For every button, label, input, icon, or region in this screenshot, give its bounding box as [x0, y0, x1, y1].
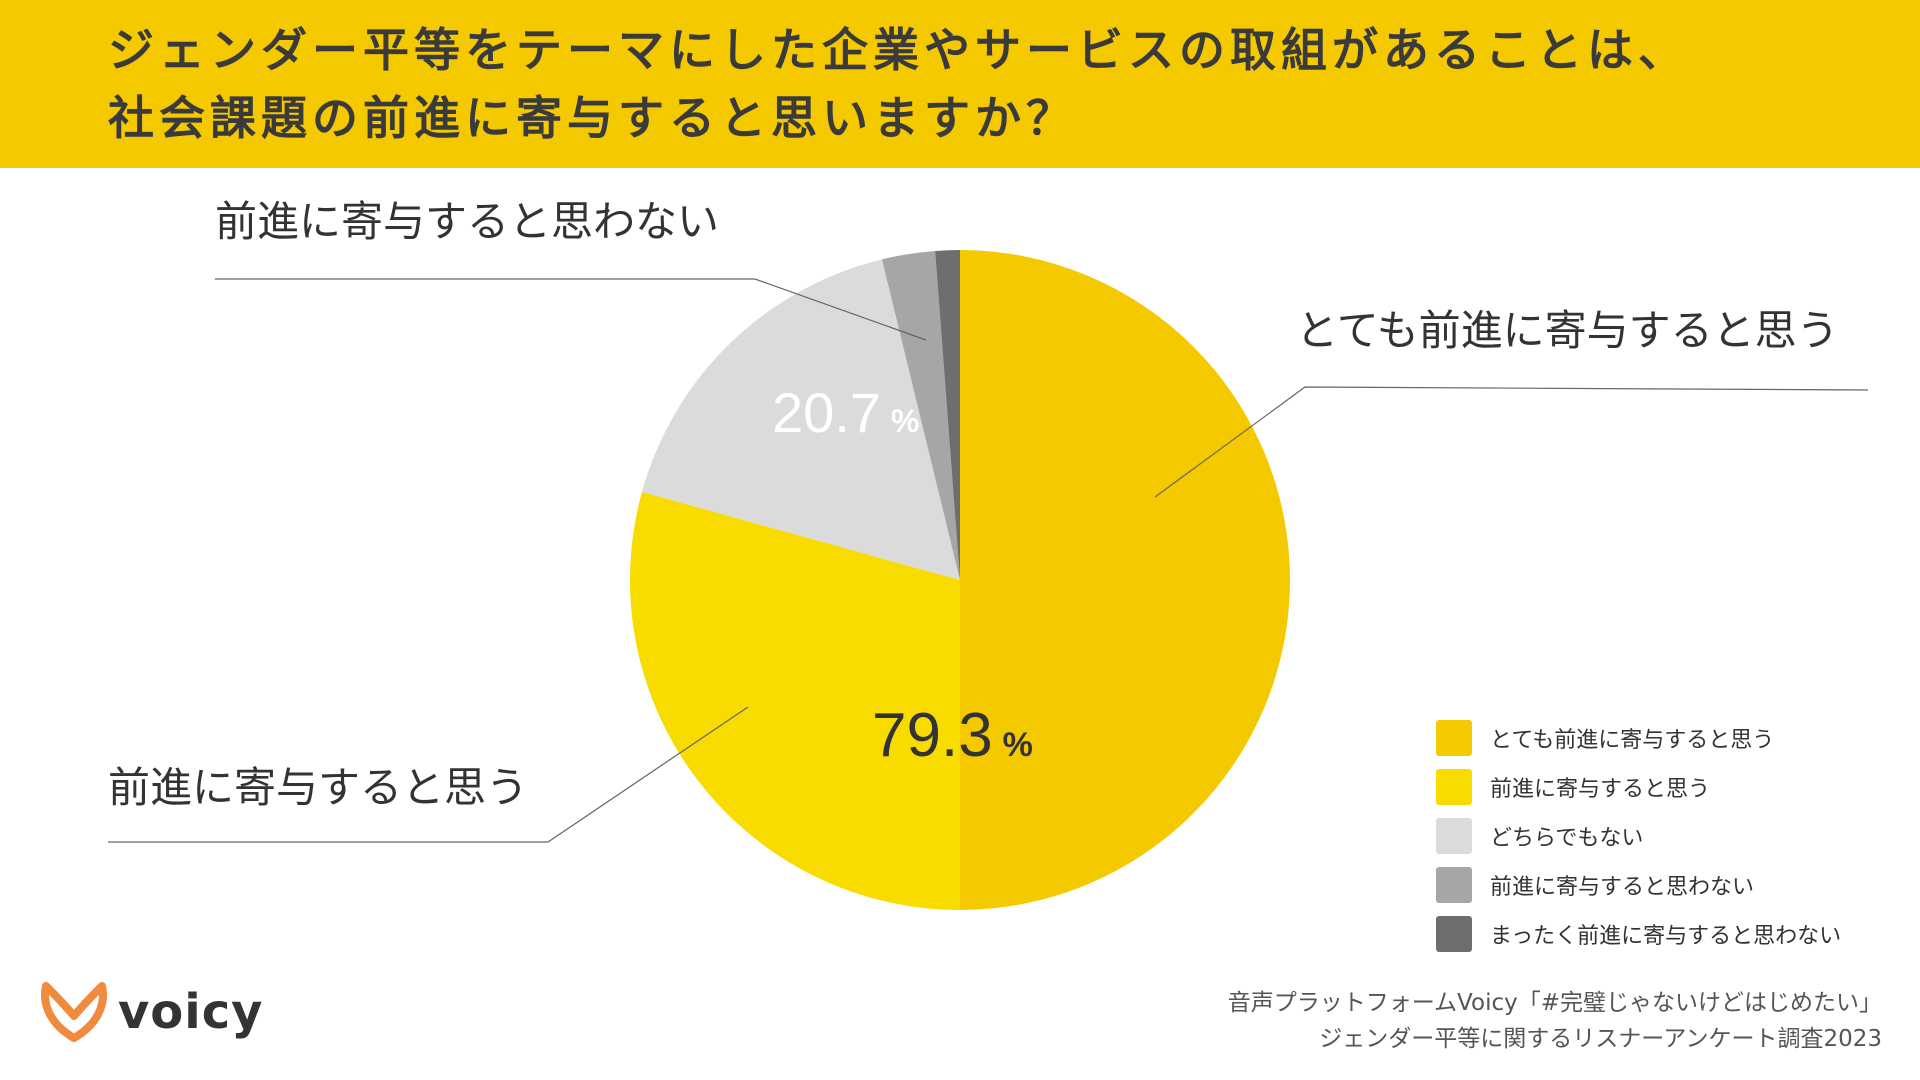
source-line-2: ジェンダー平等に関するリスナーアンケート調査2023 [1319, 1026, 1882, 1052]
legend-swatch-2 [1436, 769, 1472, 805]
legend-label-5: まったく前進に寄与すると思わない [1490, 924, 1842, 949]
voicy-logo: voicy [40, 980, 263, 1044]
pie-slice-1 [960, 250, 1290, 910]
legend-item-2: 前進に寄与すると思う [1436, 769, 1876, 805]
callout-label-1: とても前進に寄与すると思う [1296, 306, 1839, 355]
summary-unit-1: % [1003, 726, 1033, 764]
chart-title-line-2: 社会課題の前進に寄与すると思いますか？ [108, 91, 1077, 145]
title-band: ジェンダー平等をテーマにした企業やサービスの取組があることは、 社会課題の前進に… [0, 0, 1920, 168]
summary-unit-2: % [891, 403, 919, 439]
pie-slice-5 [935, 250, 960, 580]
callout-line-1 [1154, 386, 1869, 498]
legend-swatch-3 [1436, 818, 1472, 854]
callout-label-3: 前進に寄与すると思わない [215, 197, 719, 246]
source-note: 音声プラットフォームVoicy「#完璧じゃないけどはじめたい」 ジェンダー平等に… [1228, 985, 1882, 1057]
chart-title-line-1: ジェンダー平等をテーマにした企業やサービスの取組があることは、 [108, 23, 1689, 77]
pie-slice-4 [881, 250, 960, 580]
summary-value-1: 79.3 [872, 701, 993, 770]
legend-label-1: とても前進に寄与すると思う [1490, 728, 1775, 753]
summary-label-2: 20.7% [772, 381, 919, 444]
legend-item-3: どちらでもない [1436, 818, 1876, 854]
legend-swatch-5 [1436, 916, 1472, 952]
legend-label-3: どちらでもない [1490, 826, 1644, 851]
legend-item-5: まったく前進に寄与すると思わない [1436, 916, 1876, 952]
source-line-1: 音声プラットフォームVoicy「#完璧じゃないけどはじめたい」 [1227, 990, 1882, 1016]
legend-item-1: とても前進に寄与すると思う [1436, 720, 1876, 756]
callout-line-2 [108, 706, 749, 843]
summary-value-2: 20.7 [772, 381, 881, 444]
legend-swatch-1 [1436, 720, 1472, 756]
pie-slice-3 [641, 259, 960, 580]
voicy-logo-icon [41, 982, 107, 1042]
legend-label-4: 前進に寄与すると思わない [1490, 875, 1755, 900]
callout-label-2: 前進に寄与すると思う [108, 763, 528, 812]
logo-text: voicy [118, 984, 264, 1040]
callout-line-3 [215, 278, 927, 341]
legend-item-4: 前進に寄与すると思わない [1436, 867, 1876, 903]
legend-label-2: 前進に寄与すると思う [1490, 777, 1711, 802]
pie-slice-2 [629, 491, 960, 910]
legend-swatch-4 [1436, 867, 1472, 903]
summary-label-1: 79.3% [872, 701, 1033, 770]
legend: とても前進に寄与すると思う 前進に寄与すると思う どちらでもない前進に寄与すると思わ… [1436, 720, 1876, 965]
